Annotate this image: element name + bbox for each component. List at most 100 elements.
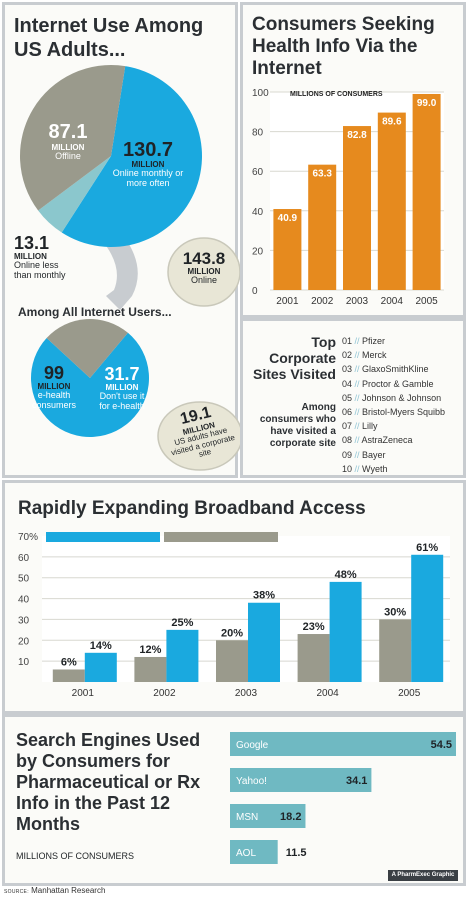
pie2-title: Among All Internet Users... <box>18 305 172 319</box>
site-name: Lilly <box>362 421 378 432</box>
site-row: 08 // AstraZeneca <box>342 433 462 447</box>
pie1-offline-text: Offline <box>55 151 81 162</box>
site-rank: 04 <box>342 378 353 389</box>
pie1-less-label: 13.1 MILLION Online less than monthly <box>14 234 84 280</box>
health-value-2001: 40.9 <box>278 213 298 224</box>
search-value-1: 34.1 <box>346 775 367 787</box>
site-rank: 01 <box>342 336 353 346</box>
health-ytick-5: 100 <box>252 88 269 99</box>
health-xtick-2005: 2005 <box>415 296 438 307</box>
pie2-ehealth-value: 99 <box>43 363 65 383</box>
pie1-slice-1 <box>38 156 111 233</box>
search-label-0: Google <box>236 740 269 751</box>
pie1-slice-2 <box>19 65 126 211</box>
source-line: SOURCE: Manhattan Research <box>4 886 105 895</box>
site-name: Bristol-Myers Squibb <box>362 406 446 417</box>
health-ytick-3: 60 <box>252 167 264 178</box>
pie1-less-text: Online less than monthly <box>14 260 66 280</box>
search-bar-3 <box>230 840 278 864</box>
site-row: 09 // Bayer <box>342 448 462 462</box>
broadband-bar-2003-1 <box>248 602 280 682</box>
broadband-title: Rapidly Expanding Broadband Access <box>18 498 366 519</box>
site-separator-icon: // <box>352 463 363 474</box>
broadband-ytick-4: 50 <box>18 574 30 585</box>
broadband-bar-2005-1 <box>411 554 444 682</box>
site-separator-icon: // <box>352 336 363 346</box>
site-separator-icon: // <box>352 421 363 432</box>
broadband-value-2003-1: 38% <box>253 590 275 602</box>
corporate-sites-panel <box>240 318 466 478</box>
health-value-2004: 89.6 <box>382 117 402 128</box>
health-value-2005: 99.0 <box>417 98 437 109</box>
site-row: 05 // Johnson & Johnson <box>342 391 462 405</box>
corporate-sites-subtitle: Among consumers who have visited a corpo… <box>259 402 336 449</box>
internet-use-pie <box>19 65 240 471</box>
pie1-offline-label: 87.1 MILLION Offline <box>38 122 98 162</box>
site-name: Wyeth <box>362 463 388 474</box>
health-ylabel: MILLIONS OF CONSUMERS <box>290 91 383 98</box>
site-separator-icon: // <box>352 350 363 361</box>
pie2-ehealth-label: 99 MILLION e-health consumers <box>26 364 82 410</box>
search-value-2: 18.2 <box>280 811 301 823</box>
site-row: 01 // Pfizer <box>342 334 462 348</box>
broadband-xtick-2001: 2001 <box>72 688 95 699</box>
pie1-monthly-unit: MILLION <box>131 160 165 169</box>
broadband-bar-2002-1 <box>166 629 199 682</box>
broadband-bar-2004-0 <box>297 634 330 682</box>
pie2-nonhealth-value: 31.7 <box>104 364 140 384</box>
pie2-nonhealth-unit: MILLION <box>105 382 139 392</box>
search-bar-2 <box>230 804 306 828</box>
pie2-nonhealth-label: 31.7 MILLION Don't use it for e-health <box>94 365 150 411</box>
broadband-value-2005-0: 30% <box>384 606 406 618</box>
site-rank: 10 <box>342 463 353 474</box>
pie2-slice-0 <box>30 332 149 437</box>
broadband-ytick-5: 60 <box>18 553 30 564</box>
site-separator-icon: // <box>352 364 363 375</box>
broadband-xtick-2004: 2004 <box>316 688 339 699</box>
site-rank: 02 <box>342 350 353 361</box>
broadband-bar-2003-0 <box>216 640 248 682</box>
internet-use-title: Internet Use Among US Adults... <box>14 15 204 61</box>
health-xtick-2004: 2004 <box>381 296 404 307</box>
search-engines-unit: MILLIONS OF CONSUMERS <box>16 851 135 861</box>
broadband-bar-2005-0 <box>379 619 412 682</box>
search-engines-chart: Google 54.5 Yahoo! 34.1 MSN 18.2 AOL 11.5 <box>230 732 456 864</box>
search-label-3: AOL <box>236 848 256 859</box>
source-name: Manhattan Research <box>31 886 106 895</box>
site-rank: 09 <box>342 449 353 460</box>
site-separator-icon: // <box>352 449 363 460</box>
credit-badge: A PharmExec Graphic <box>388 870 458 881</box>
pie1-slice-0 <box>61 66 202 247</box>
broadband-legend-gray <box>164 532 278 542</box>
broadband-ytick-0: 10 <box>18 657 30 668</box>
site-separator-icon: // <box>352 378 363 389</box>
broadband-bar-2001-0 <box>52 669 85 682</box>
health-xtick-2002: 2002 <box>311 296 334 307</box>
broadband-value-2001-0: 6% <box>61 656 77 668</box>
search-value-3: 11.5 <box>286 847 307 859</box>
site-name: AstraZeneca <box>361 435 413 446</box>
corporate-sites-list: 01 // Pfizer 02 // Merck 03 // GlaxoSmithK… <box>342 334 462 476</box>
pie1-callout-value: 143.8 <box>182 249 226 268</box>
broadband-value-2002-0: 12% <box>139 644 161 656</box>
site-name: Bayer <box>362 449 386 460</box>
pie1-callout-unit: MILLION <box>187 266 221 276</box>
health-ytick-4: 80 <box>252 128 264 139</box>
pie1-monthly-text: Online monthly or more often <box>112 168 184 188</box>
site-row: 04 // Proctor & Gamble <box>342 377 462 391</box>
pie1-callout-text: Online <box>190 275 217 286</box>
site-separator-icon: // <box>352 435 362 446</box>
pie1-less-value: 13.1 <box>14 233 50 253</box>
source-prefix: SOURCE: <box>4 889 29 895</box>
pie2-nonhealth-text: Don't use it for e-health <box>99 391 145 411</box>
broadband-chart: 10 20 30 40 50 60 70% 6% 14% 2001 12% 25% 2002 20% 38%… <box>18 532 450 699</box>
search-value-0: 54.5 <box>431 739 452 751</box>
search-label-2: MSN <box>236 812 258 823</box>
site-separator-icon: // <box>352 392 363 403</box>
pie2-callout-bubble <box>157 401 240 471</box>
broadband-ytick-2: 30 <box>18 615 30 626</box>
site-name: GlaxoSmithKline <box>362 364 429 375</box>
search-bar-1 <box>230 768 372 792</box>
site-separator-icon: // <box>352 406 363 417</box>
site-rank: 06 <box>342 406 353 417</box>
